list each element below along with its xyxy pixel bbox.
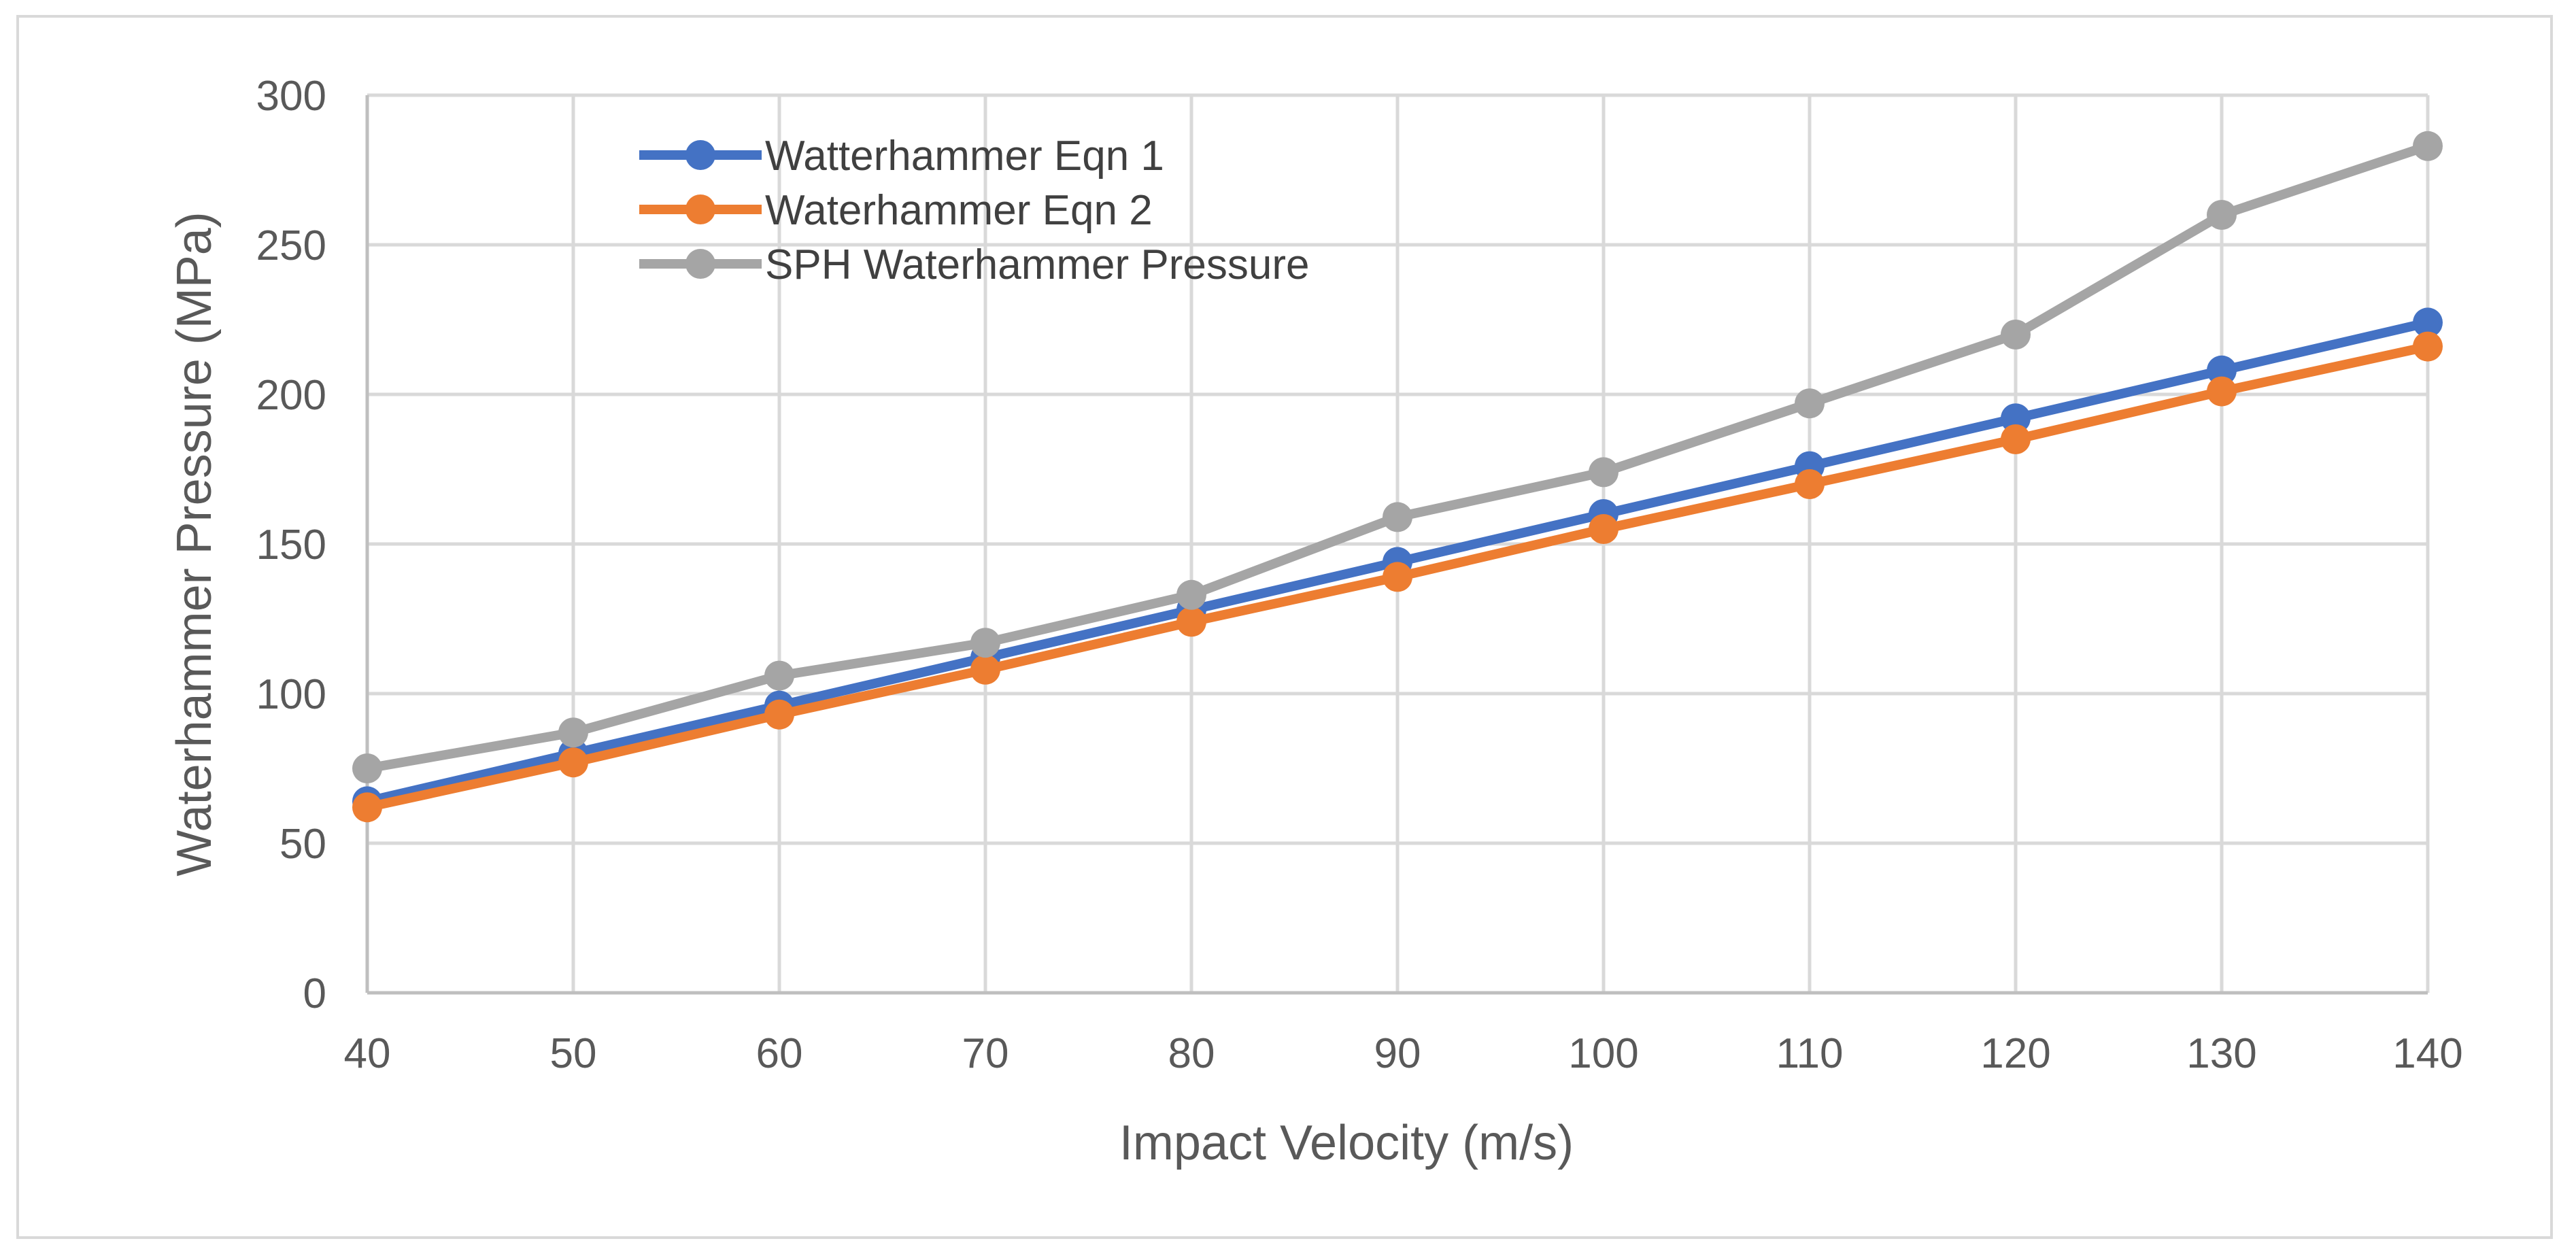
series-1-point-120 (2001, 403, 2031, 434)
series-3-point-60 (764, 660, 794, 691)
series-3-point-90 (1383, 502, 1412, 532)
x-tick-label-110: 110 (1776, 1030, 1844, 1077)
y-tick-label-50: 50 (279, 821, 326, 868)
legend: Watterhammer Eqn 1 Waterhammer Eqn 2 SPH W… (639, 133, 1309, 288)
y-tick-label-0: 0 (303, 970, 326, 1017)
axes (365, 95, 2428, 995)
x-tick-label-140: 140 (2392, 1030, 2462, 1077)
series-3-point-130 (2207, 200, 2237, 230)
series-2-point-100 (1589, 514, 1619, 544)
series-1-point-140 (2413, 307, 2443, 338)
x-tick-label-130: 130 (2186, 1030, 2256, 1077)
y-tick-label-200: 200 (256, 372, 326, 419)
series-3-point-70 (970, 628, 1000, 658)
x-tick-label-100: 100 (1568, 1030, 1638, 1077)
grid-lines (367, 93, 2430, 993)
series-2-point-110 (1795, 469, 1825, 499)
series-1-point-130 (2207, 355, 2237, 386)
legend-series-3-label: SPH Waterhammer Pressure (765, 241, 1309, 288)
legend-series-3-marker (685, 249, 715, 279)
series-3-point-100 (1589, 457, 1619, 488)
x-tick-label-90: 90 (1374, 1030, 1421, 1077)
series-3-point-50 (558, 717, 588, 748)
series-2-point-130 (2207, 376, 2237, 407)
series-3-point-40 (352, 753, 382, 783)
legend-series-2-marker (685, 194, 715, 224)
tick-labels: 0 50 100 150 200 250 300 40 50 60 70 80 90 100 110 120 1… (256, 73, 2463, 1077)
series-2-point-90 (1383, 562, 1412, 592)
series-2-point-70 (970, 654, 1000, 685)
x-tick-label-70: 70 (962, 1030, 1009, 1077)
x-tick-label-40: 40 (344, 1030, 391, 1077)
x-tick-label-50: 50 (550, 1030, 597, 1077)
y-tick-label-300: 300 (256, 73, 326, 120)
x-tick-label-60: 60 (756, 1030, 803, 1077)
series-3-point-80 (1176, 579, 1206, 610)
chart-frame (16, 15, 2553, 1239)
x-axis-title: Impact Velocity (m/s) (1119, 1116, 1574, 1170)
series-2-point-80 (1176, 607, 1206, 637)
x-tick-label-80: 80 (1168, 1030, 1215, 1077)
legend-series-1-label: Watterhammer Eqn 1 (765, 133, 1164, 180)
series-2-point-140 (2413, 331, 2443, 362)
x-tick-label-120: 120 (1980, 1030, 2050, 1077)
y-axis-title: Waterhammer Pressure (MPa) (167, 211, 222, 877)
series-3-point-110 (1795, 388, 1825, 419)
series-2-point-40 (352, 792, 382, 823)
y-tick-label-100: 100 (256, 671, 326, 718)
series-3-point-120 (2001, 320, 2031, 350)
series-2-point-120 (2001, 424, 2031, 454)
series-2-point-50 (558, 747, 588, 778)
legend-series-1-marker (685, 140, 715, 170)
series-group (352, 131, 2443, 823)
series-2-point-60 (764, 699, 794, 730)
series-3-point-140 (2413, 131, 2443, 161)
legend-series-2-label: Waterhammer Eqn 2 (765, 187, 1153, 234)
y-tick-label-150: 150 (256, 522, 326, 568)
y-tick-label-250: 250 (256, 222, 326, 269)
